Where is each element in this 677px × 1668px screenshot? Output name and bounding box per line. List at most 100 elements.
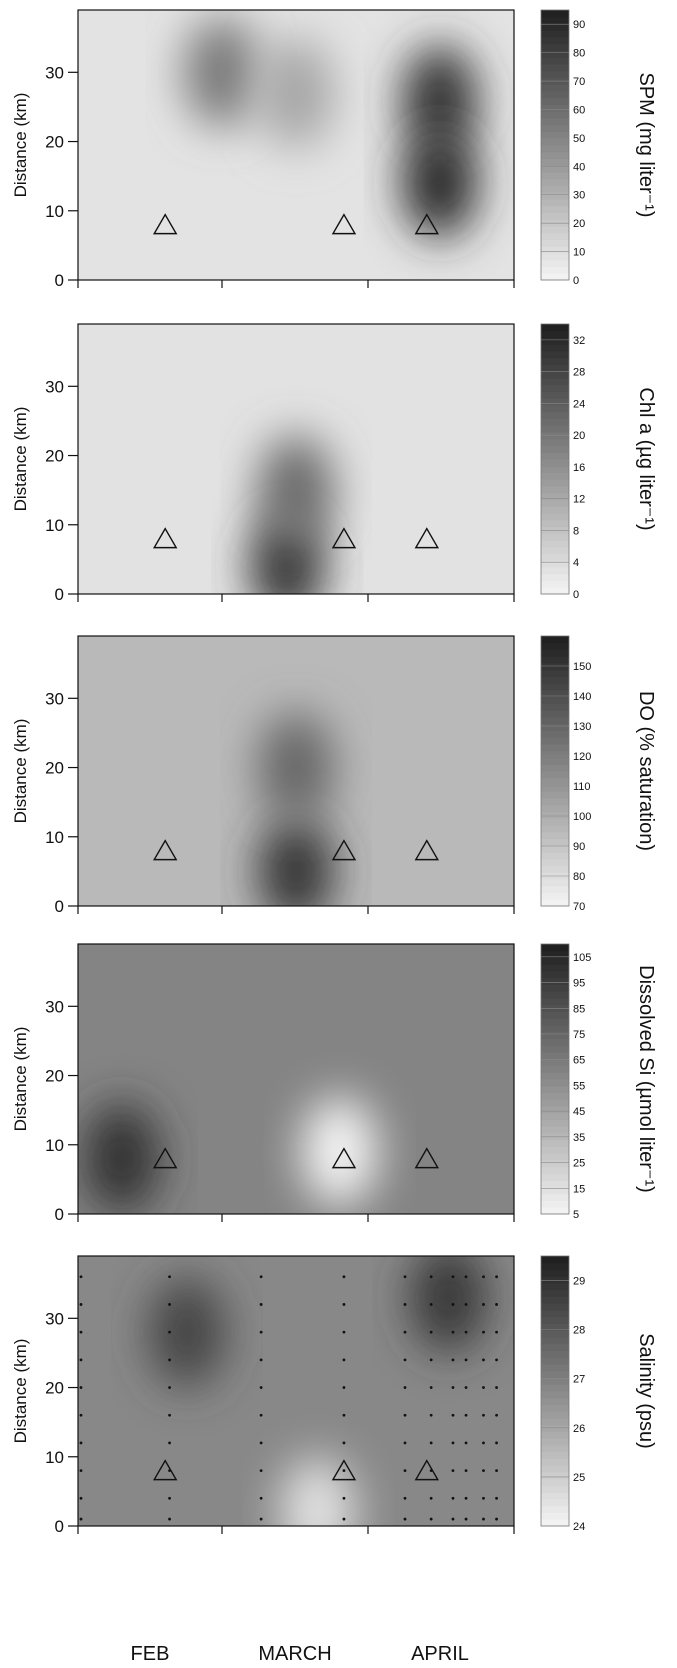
colorbar-swatch bbox=[541, 1058, 569, 1066]
colorbar-tick-label: 30 bbox=[573, 190, 585, 202]
colorbar-swatch bbox=[541, 865, 569, 873]
heatmap-hotspot-4 bbox=[258, 38, 334, 149]
colorbar-swatch bbox=[541, 1018, 569, 1026]
colorbar-swatch bbox=[541, 259, 569, 267]
sample-point bbox=[482, 1413, 485, 1417]
colorbar-label: DO (% saturation) bbox=[635, 691, 657, 851]
colorbar-swatch bbox=[541, 492, 569, 500]
colorbar-swatch bbox=[541, 158, 569, 166]
colorbar-swatch bbox=[541, 43, 569, 51]
sample-point bbox=[495, 1413, 498, 1417]
colorbar-swatch bbox=[541, 1377, 569, 1385]
y-axis-label: Distance (km) bbox=[11, 407, 30, 512]
colorbar-swatch bbox=[541, 1262, 569, 1270]
colorbar-swatch bbox=[541, 892, 569, 900]
colorbar-swatch bbox=[541, 669, 569, 677]
sample-point bbox=[259, 1330, 263, 1334]
colorbar-swatch bbox=[541, 1499, 569, 1507]
heatmap-hotspot-2 bbox=[301, 1096, 378, 1207]
station-triangle-1 bbox=[152, 1459, 178, 1481]
sample-point bbox=[342, 1517, 346, 1521]
colorbar-swatch bbox=[541, 1316, 569, 1324]
y-tick-label: 30 bbox=[45, 63, 64, 82]
colorbar-swatch bbox=[541, 1397, 569, 1405]
sample-point bbox=[451, 1517, 455, 1521]
x-month-label-march: MARCH bbox=[258, 1643, 331, 1665]
colorbar: 0 10 20 30 40 50 60 70 80 90 bbox=[540, 9, 585, 287]
colorbar-swatch bbox=[541, 1031, 569, 1039]
station-triangle-3 bbox=[414, 213, 440, 235]
colorbar-label: Salinity (psu) bbox=[635, 1333, 657, 1449]
colorbar-swatch bbox=[541, 1445, 569, 1453]
colorbar-tick-label: 70 bbox=[573, 76, 585, 88]
sample-point bbox=[79, 1386, 83, 1389]
y-axis-label: Distance (km) bbox=[11, 1027, 30, 1132]
colorbar-tick-label: 0 bbox=[573, 589, 579, 601]
colorbar-swatch bbox=[541, 479, 569, 487]
heatmap-field bbox=[183, 17, 478, 239]
colorbar-swatch bbox=[541, 526, 569, 534]
colorbar-swatch bbox=[541, 506, 569, 514]
x-month-label-april: APRIL bbox=[411, 1643, 469, 1665]
colorbar-swatch bbox=[541, 1350, 569, 1358]
colorbar-tick-label: 90 bbox=[573, 841, 585, 853]
sample-point bbox=[464, 1275, 468, 1279]
colorbar-swatch bbox=[541, 750, 569, 758]
sample-point bbox=[451, 1358, 455, 1362]
colorbar-tick-label: 26 bbox=[573, 1423, 585, 1435]
colorbar-swatch bbox=[541, 825, 569, 833]
colorbar-tick-label: 10 bbox=[573, 247, 585, 259]
sample-point bbox=[79, 1469, 83, 1473]
sample-point bbox=[403, 1441, 407, 1445]
colorbar-swatch bbox=[541, 378, 569, 386]
panel-3: 0 10 20 30 Distance (km) 70 80 90 100 110 120 130 14… bbox=[11, 635, 657, 916]
colorbar-swatch bbox=[541, 1283, 569, 1291]
colorbar-tick-label: 65 bbox=[573, 1055, 585, 1067]
station-triangle-1 bbox=[152, 839, 178, 861]
sample-point bbox=[403, 1303, 407, 1306]
colorbar-swatch bbox=[541, 723, 569, 731]
colorbar-swatch bbox=[541, 852, 569, 860]
colorbar-swatch bbox=[541, 690, 569, 698]
colorbar-swatch bbox=[541, 192, 569, 200]
colorbar-swatch bbox=[541, 1193, 569, 1201]
sample-point bbox=[482, 1441, 485, 1445]
plot-frame bbox=[77, 9, 515, 281]
heatmap-field bbox=[83, 1096, 378, 1214]
sample-point bbox=[79, 1413, 83, 1417]
y-tick-label: 10 bbox=[45, 1448, 64, 1467]
sample-point bbox=[342, 1469, 346, 1473]
colorbar-tick-label: 29 bbox=[573, 1276, 585, 1288]
heatmap-hotspot-3 bbox=[401, 128, 478, 239]
colorbar-tick-label: 100 bbox=[573, 811, 591, 823]
sample-point bbox=[259, 1469, 263, 1473]
colorbar-tick-label: 25 bbox=[573, 1158, 585, 1170]
sample-point bbox=[403, 1275, 407, 1279]
y-tick-label: 30 bbox=[45, 689, 64, 708]
y-tick-label: 20 bbox=[45, 1379, 64, 1398]
colorbar-swatch bbox=[541, 1187, 569, 1195]
sample-point bbox=[342, 1275, 346, 1279]
plot-frame bbox=[77, 323, 515, 595]
heatmap-hotspot-1 bbox=[83, 1103, 160, 1214]
sample-point bbox=[495, 1469, 498, 1473]
colorbar-swatch bbox=[541, 984, 569, 992]
colorbar-swatch bbox=[541, 649, 569, 657]
heatmap-hotspot-2 bbox=[401, 45, 478, 155]
station-triangle-3 bbox=[414, 527, 440, 549]
colorbar-swatch bbox=[541, 1512, 569, 1520]
heatmap-hotspot-2 bbox=[258, 712, 334, 823]
colorbar-tick-label: 4 bbox=[573, 557, 579, 569]
colorbar-tick-label: 80 bbox=[573, 48, 585, 60]
colorbar-swatch bbox=[541, 226, 569, 234]
sample-point bbox=[259, 1358, 263, 1362]
colorbar-swatch bbox=[541, 104, 569, 112]
colorbar-label: Dissolved Si (µmol liter⁻¹) bbox=[635, 965, 657, 1193]
colorbar-swatch bbox=[541, 703, 569, 711]
colorbar-swatch bbox=[541, 831, 569, 839]
colorbar-swatch bbox=[541, 553, 569, 561]
sample-point bbox=[168, 1386, 171, 1389]
colorbar-swatch bbox=[541, 1451, 569, 1459]
colorbar-swatch bbox=[541, 1025, 569, 1033]
colorbar-swatch bbox=[541, 944, 569, 952]
